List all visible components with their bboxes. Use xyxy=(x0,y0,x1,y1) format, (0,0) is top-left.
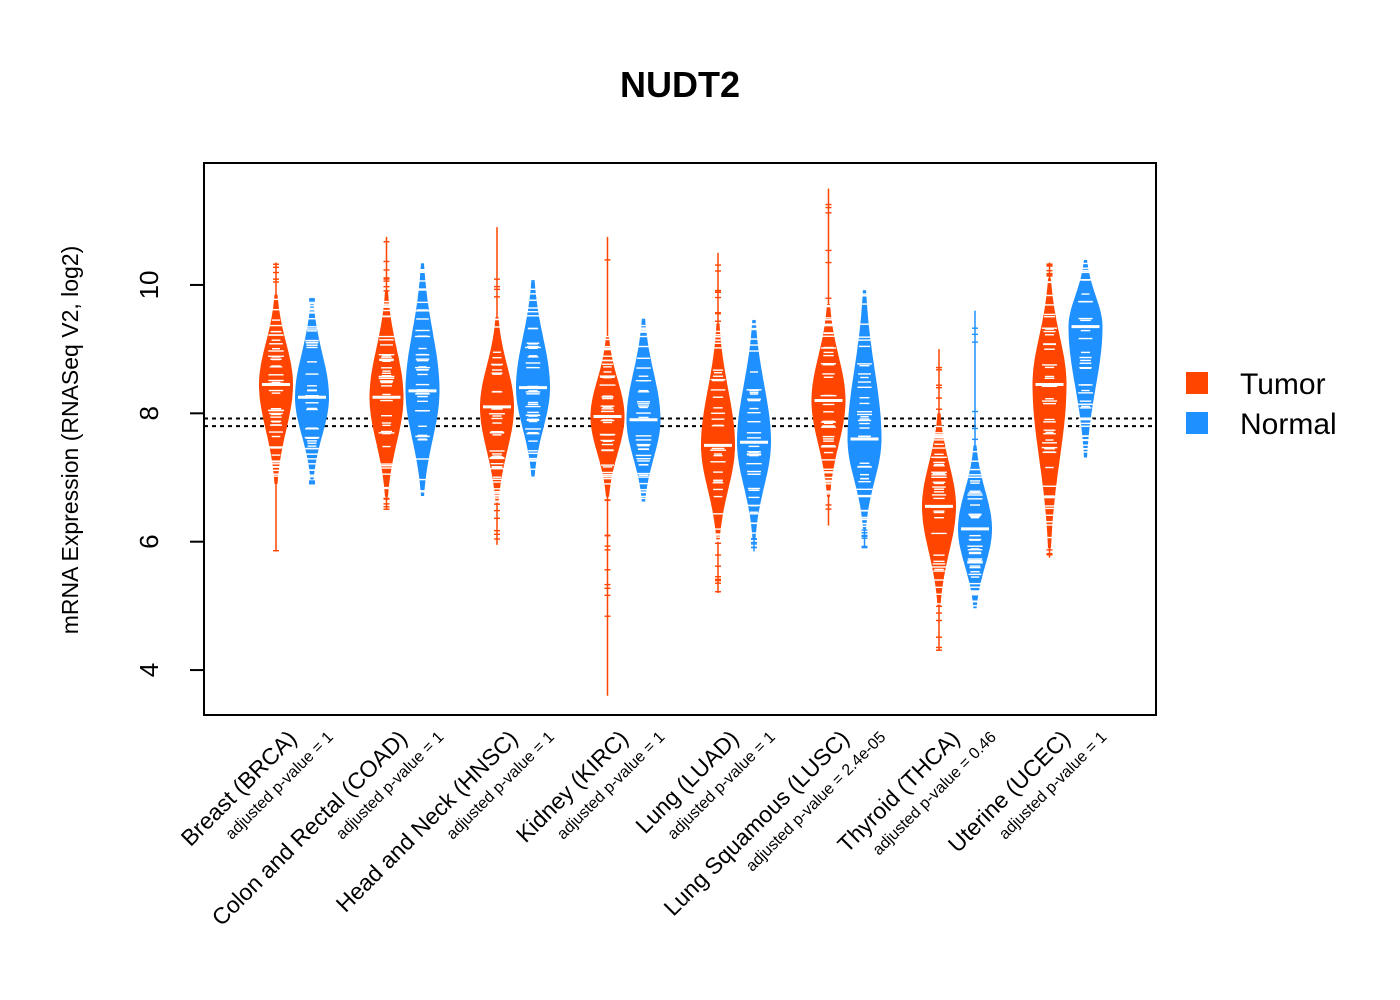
violin-layer xyxy=(259,188,1103,696)
tumor-violin xyxy=(701,252,735,594)
tumor-violin xyxy=(590,236,625,696)
y-tick-label: 8 xyxy=(134,406,164,420)
normal-violin xyxy=(1068,258,1103,459)
normal-violin xyxy=(516,277,550,479)
tumor-violin xyxy=(369,236,404,510)
normal-violin xyxy=(958,310,992,610)
y-tick-label: 6 xyxy=(134,534,164,548)
tumor-violin xyxy=(811,188,846,526)
normal-violin xyxy=(626,316,661,504)
normal-violin xyxy=(737,316,771,552)
tumor-violin xyxy=(480,227,514,545)
legend-swatch-normal xyxy=(1186,412,1208,434)
tumor-violin xyxy=(1032,262,1067,558)
tumor-violin xyxy=(259,262,293,552)
chart-title: NUDT2 xyxy=(620,64,740,105)
y-axis-label: mRNA Expression (RNASeq V2, log2) xyxy=(57,246,83,635)
normal-violin xyxy=(405,261,440,498)
legend-label-normal: Normal xyxy=(1240,408,1337,441)
y-tick-label: 4 xyxy=(134,663,164,677)
legend-swatch-tumor xyxy=(1186,372,1208,394)
tumor-violin xyxy=(922,349,956,651)
legend: Tumor Normal xyxy=(1186,368,1337,441)
normal-violin xyxy=(295,297,329,485)
reference-lines xyxy=(204,417,1156,428)
y-tick-label: 10 xyxy=(134,270,164,299)
legend-label-tumor: Tumor xyxy=(1240,368,1326,401)
normal-violin xyxy=(847,287,882,549)
y-axis: 4 6 8 10 xyxy=(134,270,204,677)
plot-frame xyxy=(203,162,1157,716)
